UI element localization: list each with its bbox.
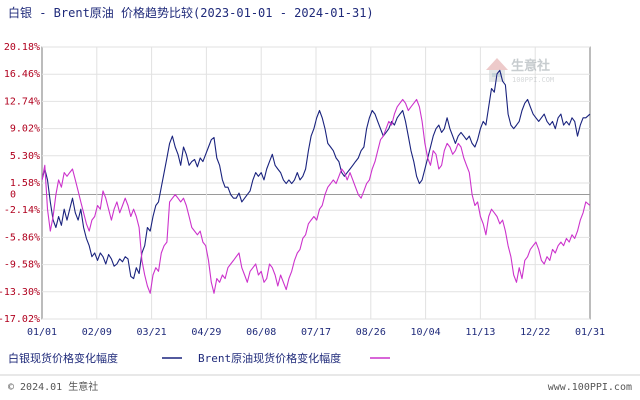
x-tick-label: 11/13 xyxy=(465,327,495,338)
watermark-site: 100PPI.COM xyxy=(512,76,554,84)
legend-label-brent: Brent原油现货价格变化幅度 xyxy=(198,351,341,365)
x-tick-label: 06/08 xyxy=(246,327,276,338)
y-tick-label: -5.86% xyxy=(4,232,40,243)
y-tick-label: 9.02% xyxy=(10,124,40,135)
y-tick-labels: 20.18% 16.46% 12.74% 9.02% 5.30% 1.58% -2.14% -… xyxy=(0,42,40,325)
y-tick-label: -13.30% xyxy=(0,287,40,298)
x-tick-label: 12/22 xyxy=(520,327,550,338)
footer-site: www.100PPI.com xyxy=(548,382,632,393)
series-line-brent xyxy=(41,98,591,294)
x-tick-label: 01/01 xyxy=(27,327,57,338)
x-tick-label: 04/29 xyxy=(191,327,221,338)
y-tick-label: 12.74% xyxy=(4,96,40,107)
y-tick-label: 1.58% xyxy=(10,178,40,189)
x-tick-label: 08/26 xyxy=(356,327,386,338)
x-tick-label: 02/09 xyxy=(82,327,112,338)
x-tick-label: 10/04 xyxy=(411,327,441,338)
y-tick-label: 16.46% xyxy=(4,69,40,80)
grid-layer xyxy=(42,46,590,320)
y-tick-label: -2.14% xyxy=(4,205,40,216)
legend-label-silver: 白银现货价格变化幅度 xyxy=(8,351,118,365)
x-tick-label: 01/31 xyxy=(575,327,605,338)
y-tick-label: 5.30% xyxy=(10,151,40,162)
x-tick-label: 03/21 xyxy=(137,327,167,338)
chart-title: 白银 - Brent原油 价格趋势比较(2023-01-01 - 2024-01… xyxy=(8,5,374,20)
x-tick-labels: 01/01 02/09 03/21 04/29 06/08 07/17 08/26 10/04… xyxy=(27,327,605,338)
footer-copyright: © 2024.01 生意社 xyxy=(8,380,98,393)
x-tick-label: 07/17 xyxy=(301,327,331,338)
y-tick-label: 20.18% xyxy=(4,42,40,53)
series-line-silver xyxy=(41,69,591,280)
watermark-brand: 生意社 xyxy=(511,58,550,74)
zero-label: 0 xyxy=(10,190,16,201)
y-tick-label: -17.02% xyxy=(0,314,40,325)
legend: 白银现货价格变化幅度 Brent原油现货价格变化幅度 xyxy=(8,351,390,365)
series-layer xyxy=(41,69,591,294)
y-tick-label: -9.58% xyxy=(4,260,40,271)
